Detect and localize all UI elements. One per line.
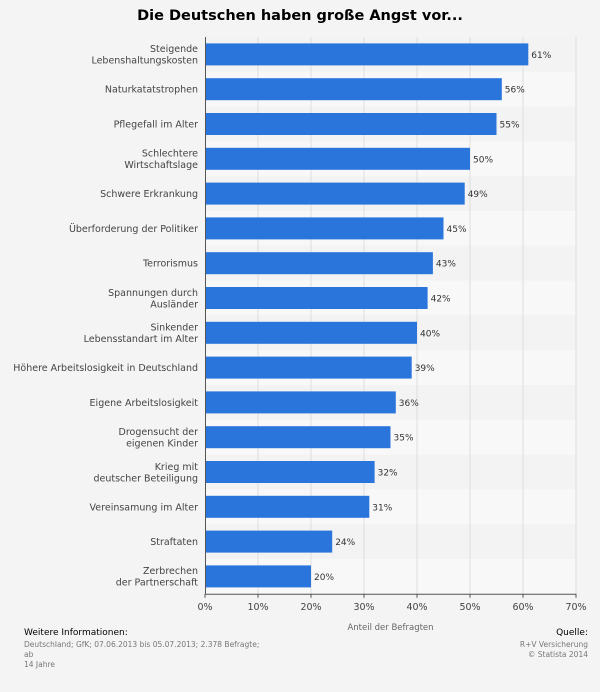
category-label: Höhere Arbeitslosigkeit in Deutschland: [13, 363, 198, 374]
bar: [205, 391, 396, 414]
bar: [205, 287, 428, 309]
value-label: 40%: [420, 329, 440, 339]
value-label: 42%: [431, 295, 451, 305]
footer-info-heading: Weitere Informationen:: [24, 628, 128, 638]
bar: [205, 530, 333, 553]
footer-source-line-1: R+V Versicherung: [519, 640, 588, 649]
bar: [205, 147, 470, 170]
category-label: Naturkatatstrophen: [105, 85, 198, 96]
footer-info-line-1: Deutschland; GfK; 07.06.2013 bis 05.07.2…: [24, 640, 260, 659]
x-tick-label: 0%: [197, 602, 212, 613]
category-label: Vereinsamung im Alter: [90, 502, 199, 513]
bar: [205, 321, 417, 344]
bar: [205, 217, 444, 240]
value-label: 56%: [505, 86, 525, 96]
bar: [205, 495, 370, 518]
value-label: 45%: [447, 225, 467, 235]
bar: [205, 252, 433, 275]
category-label: Spannungen durch: [108, 288, 198, 299]
category-label: Krieg mit: [155, 462, 199, 473]
category-label: Schwere Erkrankung: [100, 189, 198, 200]
x-tick-label: 10%: [247, 602, 268, 613]
bar: [205, 356, 412, 379]
category-label: Straftaten: [150, 537, 198, 548]
value-label: 20%: [314, 573, 334, 583]
category-label: Steigende: [150, 44, 198, 55]
category-label: Lebenshaltungskosten: [91, 56, 198, 67]
bar: [205, 113, 497, 135]
value-label: 50%: [473, 155, 493, 165]
category-label: eigenen Kinder: [126, 438, 198, 449]
x-tick-label: 60%: [512, 602, 533, 613]
value-label: 36%: [399, 399, 419, 409]
category-label: Pflegefall im Alter: [114, 120, 199, 131]
footer-source: Quelle: R+V Versicherung © Statista 2014: [520, 628, 588, 660]
value-label: 55%: [500, 121, 520, 131]
category-label: Überforderung der Politiker: [69, 224, 198, 235]
value-label: 32%: [378, 469, 398, 479]
category-label: Sinkender: [151, 323, 199, 334]
x-tick-label: 30%: [353, 602, 374, 613]
category-label: Schlechtere: [142, 149, 198, 160]
value-label: 35%: [394, 434, 414, 444]
bar: [205, 565, 311, 588]
category-label: Zerbrechen: [143, 566, 198, 577]
footer-source-line-2: © Statista 2014: [527, 650, 588, 659]
bar: [205, 78, 502, 101]
x-tick-label: 50%: [459, 602, 480, 613]
category-label: Eigene Arbeitslosigkeit: [90, 398, 199, 409]
category-label: Terrorismus: [142, 259, 198, 270]
footer-info: Weitere Informationen: Deutschland; GfK;…: [24, 628, 264, 670]
category-label: der Partnerschaft: [116, 578, 199, 589]
x-tick-label: 40%: [406, 602, 427, 613]
category-label: deutscher Beteiligung: [93, 473, 198, 484]
value-label: 24%: [335, 538, 355, 548]
x-tick-label: 70%: [565, 602, 586, 613]
category-label: Drogensucht der: [119, 427, 199, 438]
bar: [205, 182, 465, 205]
footer-source-heading: Quelle:: [556, 628, 588, 638]
value-label: 31%: [372, 503, 392, 513]
x-tick-label: 20%: [300, 602, 321, 613]
bar: [205, 43, 529, 66]
category-label: Lebensstandart im Alter: [84, 334, 198, 345]
bar: [205, 426, 391, 449]
category-label: Ausländer: [150, 299, 198, 310]
x-axis-title: Anteil der Befragten: [347, 623, 433, 633]
bar: [205, 461, 375, 483]
category-label: Wirtschaftslage: [124, 160, 198, 171]
value-label: 43%: [436, 260, 456, 270]
footer-info-line-2: 14 Jahre: [24, 660, 56, 669]
chart-title: Die Deutschen haben große Angst vor...: [137, 8, 463, 24]
value-label: 49%: [468, 190, 488, 200]
value-label: 39%: [415, 364, 435, 374]
value-label: 61%: [531, 51, 551, 61]
